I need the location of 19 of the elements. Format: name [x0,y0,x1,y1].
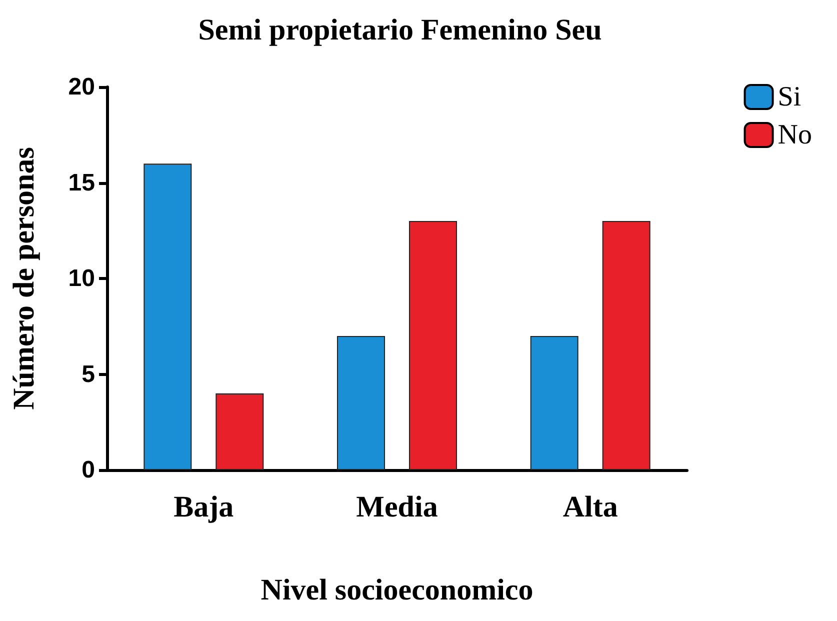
bar [337,336,385,470]
bar [602,221,650,470]
y-tick-label: 0 [82,456,95,484]
legend-label: No [778,120,812,150]
y-tick-label: 20 [68,74,95,100]
y-tick-label: 5 [82,360,95,388]
y-tick-label: 10 [68,265,95,292]
x-tick-label: Alta [562,490,618,524]
bar [409,221,457,470]
y-tick-label: 15 [68,169,95,196]
bar [530,336,578,470]
bar [216,393,264,470]
x-tick-label: Media [356,490,438,524]
legend-label: Si [778,82,802,112]
x-tick-label: Baja [174,490,234,524]
bar [144,164,192,470]
x-axis-title: Nivel socioeconomico [260,574,534,606]
y-axis-title: Número de personas [8,147,40,410]
chart-title: Semi propietario Femenino Seu [198,14,602,46]
